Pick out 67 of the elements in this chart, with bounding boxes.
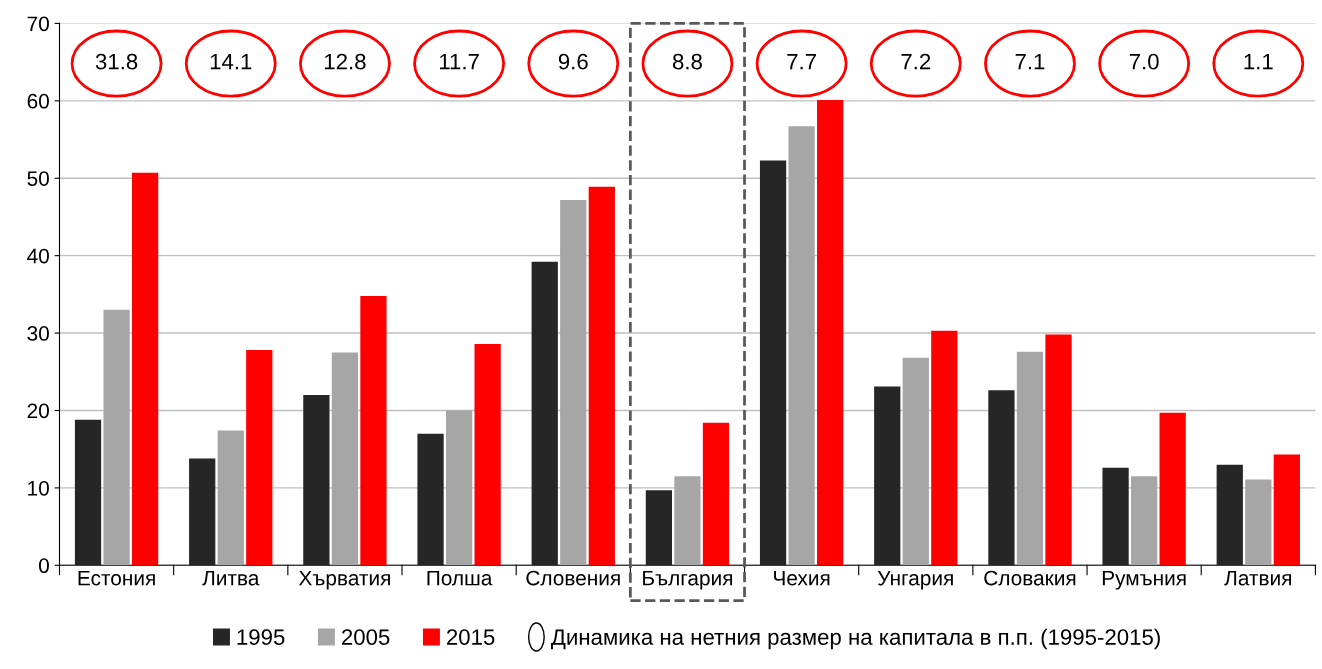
bar: [131, 172, 159, 566]
bar: [588, 186, 615, 566]
bar: [902, 357, 929, 566]
bar: [445, 410, 473, 566]
y-tick-label: 50: [27, 171, 49, 186]
x-tick-label: България: [643, 570, 733, 590]
y-tick-label: 10: [28, 480, 49, 496]
bar: [1016, 351, 1044, 566]
bar: [674, 476, 701, 566]
annotation: 7.1: [1015, 53, 1045, 70]
bar: [246, 350, 273, 566]
y-tick-label: 40: [27, 248, 49, 264]
bar: [531, 261, 558, 566]
bar: [189, 458, 216, 566]
x-tick-label: Словения: [526, 570, 620, 586]
bar: [331, 352, 359, 566]
bar: [1131, 476, 1158, 566]
bar: [788, 126, 815, 566]
x-tick-label: Румъния: [1102, 570, 1186, 590]
x-tick-label: Латвия: [1224, 570, 1292, 586]
annotation: 8.8: [672, 53, 702, 70]
annotation: 9.6: [558, 53, 588, 70]
bar: [217, 430, 244, 566]
y-tick-label: 0: [39, 558, 49, 574]
bar: [103, 309, 130, 566]
bar: [817, 100, 844, 566]
annotation: 12.8: [324, 53, 366, 70]
bar: [1216, 464, 1243, 566]
bar: [931, 330, 958, 566]
bar: [759, 160, 787, 566]
annotation: 14.1: [210, 53, 252, 70]
bar: [74, 419, 102, 566]
bar: [1045, 334, 1072, 566]
annotation: 11.7: [439, 53, 479, 70]
x-tick-label: Чехия: [774, 570, 830, 586]
annotation: 31.8: [95, 53, 138, 70]
x-tick-label: Хърватия: [298, 570, 390, 590]
legend-label: 1995: [237, 629, 285, 645]
bar: [1159, 412, 1186, 566]
x-tick-label: Естония: [78, 570, 155, 586]
x-tick-label: Унгария: [877, 570, 953, 590]
bar: [988, 390, 1015, 566]
bar: [1102, 467, 1129, 566]
bar: [560, 199, 587, 566]
legend-label: 2015: [446, 629, 495, 645]
bar: [702, 422, 730, 566]
text: Динамика на нетния размер на капитала в п.п. (1995-2015): [551, 628, 1160, 650]
bar: [645, 490, 673, 566]
annotation: 7.2: [901, 53, 931, 70]
bar: [360, 295, 387, 566]
annotation: 7.7: [787, 53, 816, 70]
annotation: 7.0: [1129, 53, 1159, 70]
legend-label: 2005: [342, 629, 390, 645]
x-tick-label: Полша: [427, 570, 493, 586]
bar: [1245, 479, 1272, 566]
y-tick-label: 60: [27, 93, 49, 109]
annotation: 1.1: [1244, 53, 1273, 70]
x-tick-label: Литва: [202, 570, 260, 586]
bar: [303, 395, 330, 566]
y-tick-label: 20: [27, 403, 49, 419]
bar: [417, 433, 444, 566]
bar: [474, 343, 501, 566]
bar: [874, 386, 901, 566]
y-tick-label: 30: [27, 326, 49, 341]
x-tick-label: Словакия: [984, 570, 1076, 586]
y-tick-label: 70: [27, 16, 49, 32]
bar: [1273, 454, 1300, 566]
